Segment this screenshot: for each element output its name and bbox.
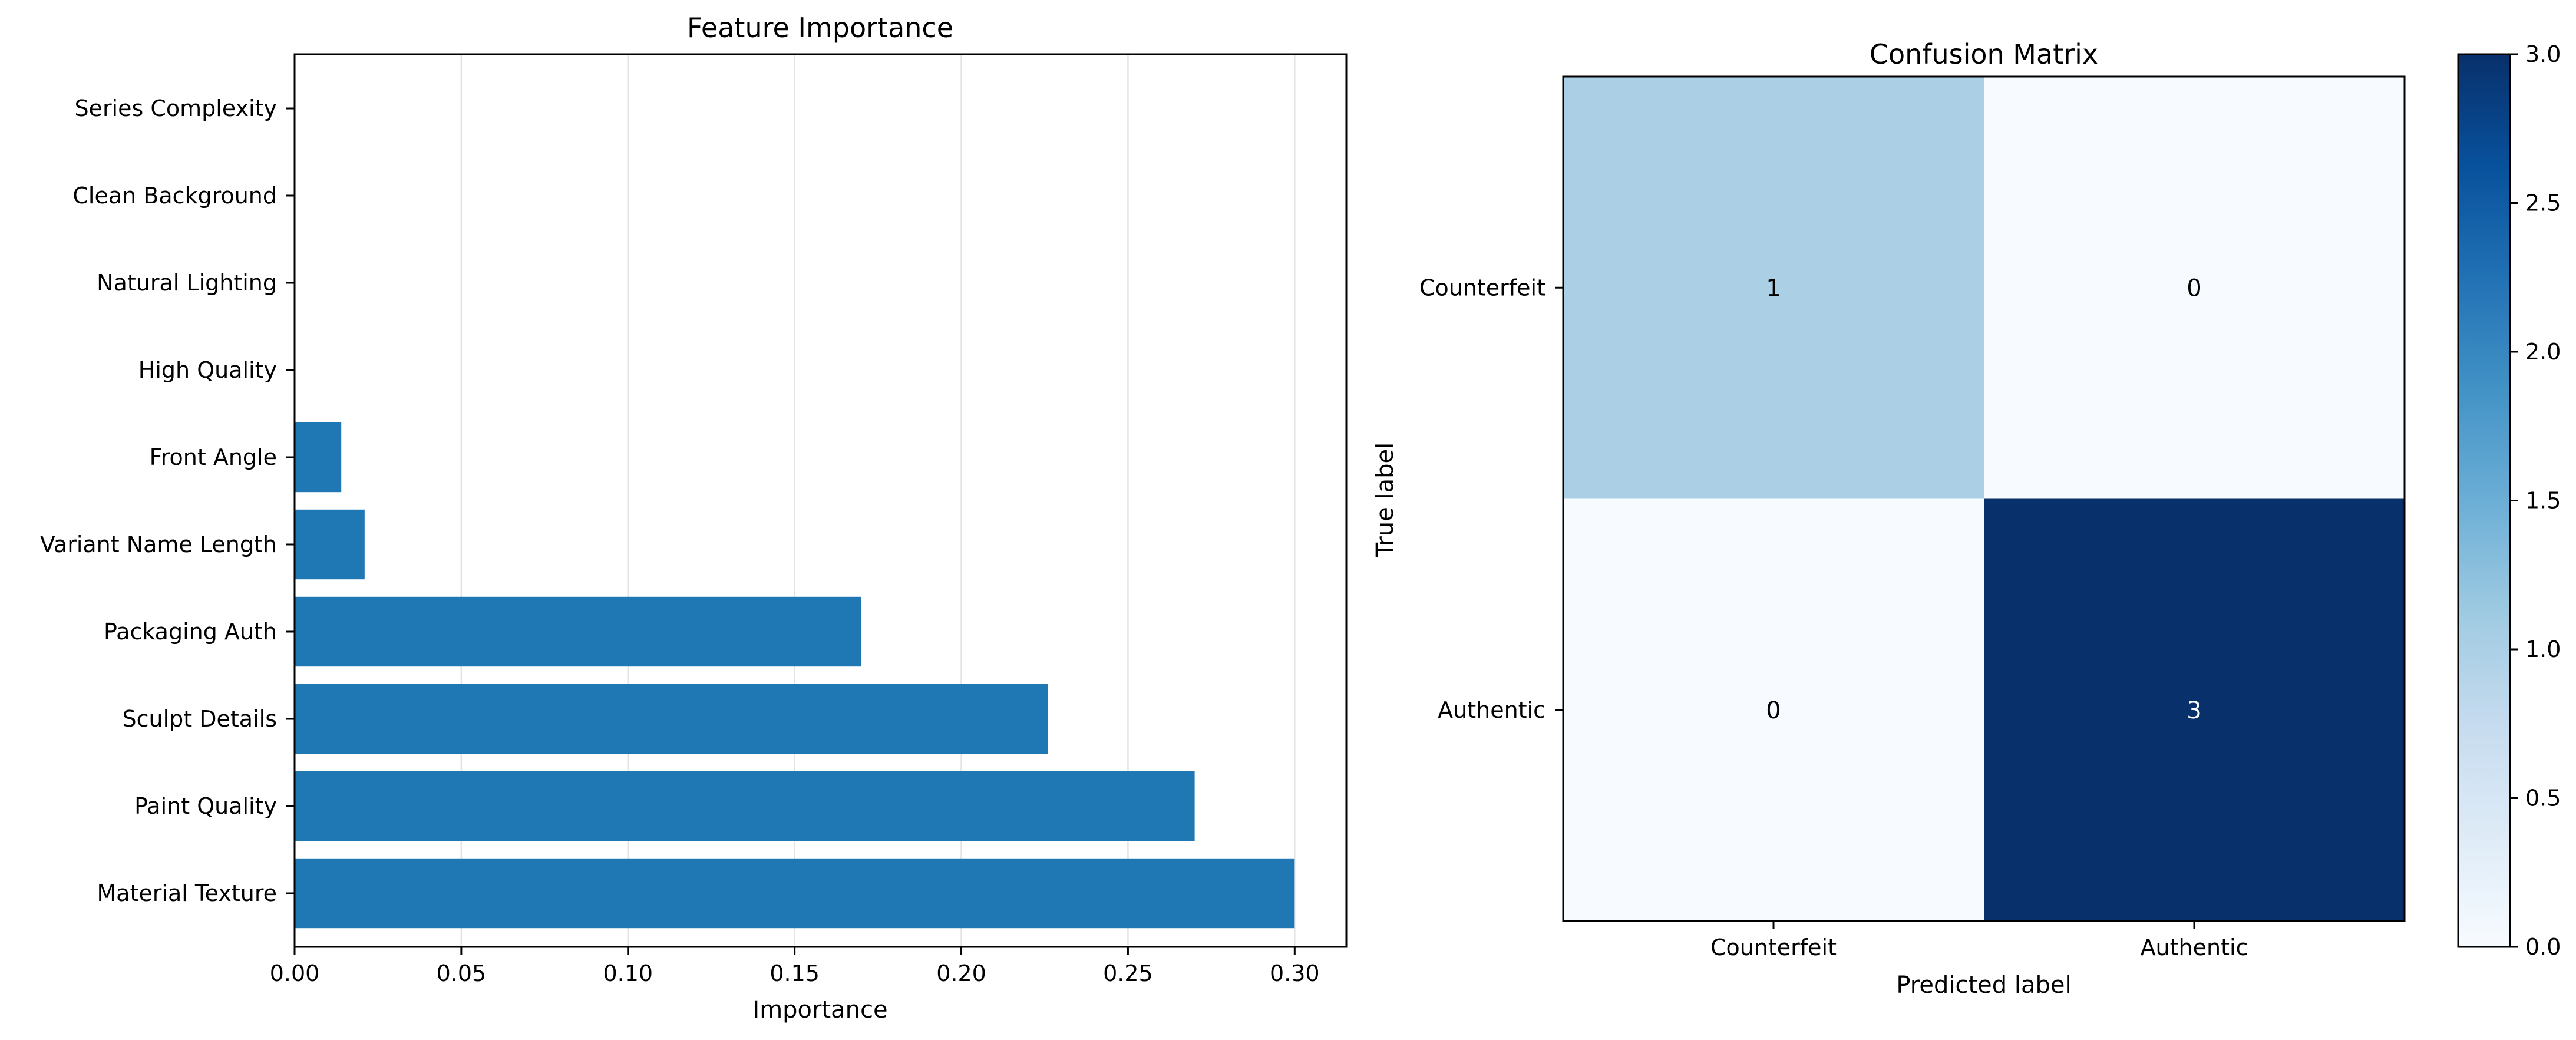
colorbar-tick-label: 3.0 [2525, 41, 2561, 67]
x-tick-label: 0.15 [770, 960, 820, 986]
y-tick-label: Series Complexity [74, 95, 277, 121]
colorbar-ticks: 0.0 0.5 1.0 1.5 2.0 2.5 3.0 [2510, 41, 2561, 960]
feature-importance-xlabel: Importance [752, 996, 887, 1024]
y-tick-label: Sculpt Details [123, 706, 278, 732]
y-tick-label: Authentic [1438, 697, 1545, 723]
matrix-cell [1984, 498, 2405, 921]
colorbar-tick-label: 0.5 [2525, 785, 2561, 811]
y-tick-label: Paint Quality [134, 793, 277, 819]
bar [295, 771, 1195, 841]
matrix-cell-value: 3 [2187, 697, 2201, 724]
x-tick-label: 0.30 [1270, 960, 1320, 986]
matrix-cell [1563, 77, 1984, 499]
colorbar-tick-label: 2.5 [2525, 190, 2561, 216]
y-tick-label: Natural Lighting [97, 270, 277, 296]
feature-importance-chart: Feature Importance Material Texture Paint… [40, 12, 1348, 1024]
matrix-cell-value: 0 [1766, 697, 1781, 724]
y-tick-label: Clean Background [72, 183, 277, 209]
feature-importance-title: Feature Importance [687, 12, 953, 44]
feature-importance-bars [295, 422, 1295, 929]
x-tick-label: 0.05 [437, 960, 487, 986]
x-tick-label: 0.20 [936, 960, 986, 986]
y-tick-label: Material Texture [97, 880, 277, 906]
bar [295, 684, 1048, 754]
bar [295, 858, 1295, 929]
confusion-matrix-frame [1562, 75, 2406, 922]
matrix-cell-value: 1 [1766, 275, 1781, 302]
colorbar [2457, 53, 2511, 948]
colorbar-tick-label: 1.5 [2525, 488, 2561, 514]
matrix-cell [1984, 77, 2405, 499]
x-tick-label: 0.10 [603, 960, 653, 986]
x-tick-label: Counterfeit [1710, 935, 1837, 960]
confusion-matrix-title: Confusion Matrix [1870, 38, 2098, 70]
bar [295, 422, 342, 493]
confusion-matrix-x-ticks: Counterfeit Authentic [1710, 921, 2248, 960]
bar [295, 596, 861, 667]
colorbar-tick-label: 2.0 [2525, 339, 2561, 365]
confusion-matrix-chart: Confusion Matrix 1 0 0 3 Counterfeit Authent… [1372, 38, 2561, 999]
matrix-cell [1563, 498, 1984, 921]
feature-importance-y-ticks: Material Texture Paint Quality Sculpt Deta… [40, 95, 295, 906]
x-tick-label: Authentic [2141, 935, 2248, 960]
colorbar-tick-label: 0.0 [2525, 934, 2561, 960]
y-tick-label: Counterfeit [1419, 275, 1545, 301]
confusion-matrix-y-ticks: Counterfeit Authentic [1419, 275, 1563, 723]
x-tick-label: 0.25 [1103, 960, 1153, 986]
matrix-cell-value: 0 [2187, 275, 2201, 302]
x-tick-label: 0.00 [270, 960, 320, 986]
colorbar-tick-label: 1.0 [2525, 636, 2561, 662]
confusion-matrix-cells: 1 0 0 3 [1563, 77, 2405, 921]
y-tick-label: High Quality [138, 357, 277, 383]
confusion-matrix-ylabel: True label [1372, 443, 1399, 557]
feature-importance-frame [293, 53, 1348, 948]
confusion-matrix-xlabel: Predicted label [1896, 972, 2071, 999]
y-tick-label: Packaging Auth [104, 619, 277, 645]
y-tick-label: Variant Name Length [40, 531, 277, 557]
y-tick-label: Front Angle [150, 444, 277, 470]
feature-importance-x-ticks: 0.00 0.05 0.10 0.15 0.20 0.25 0.30 [270, 947, 1320, 986]
bar [295, 509, 365, 580]
